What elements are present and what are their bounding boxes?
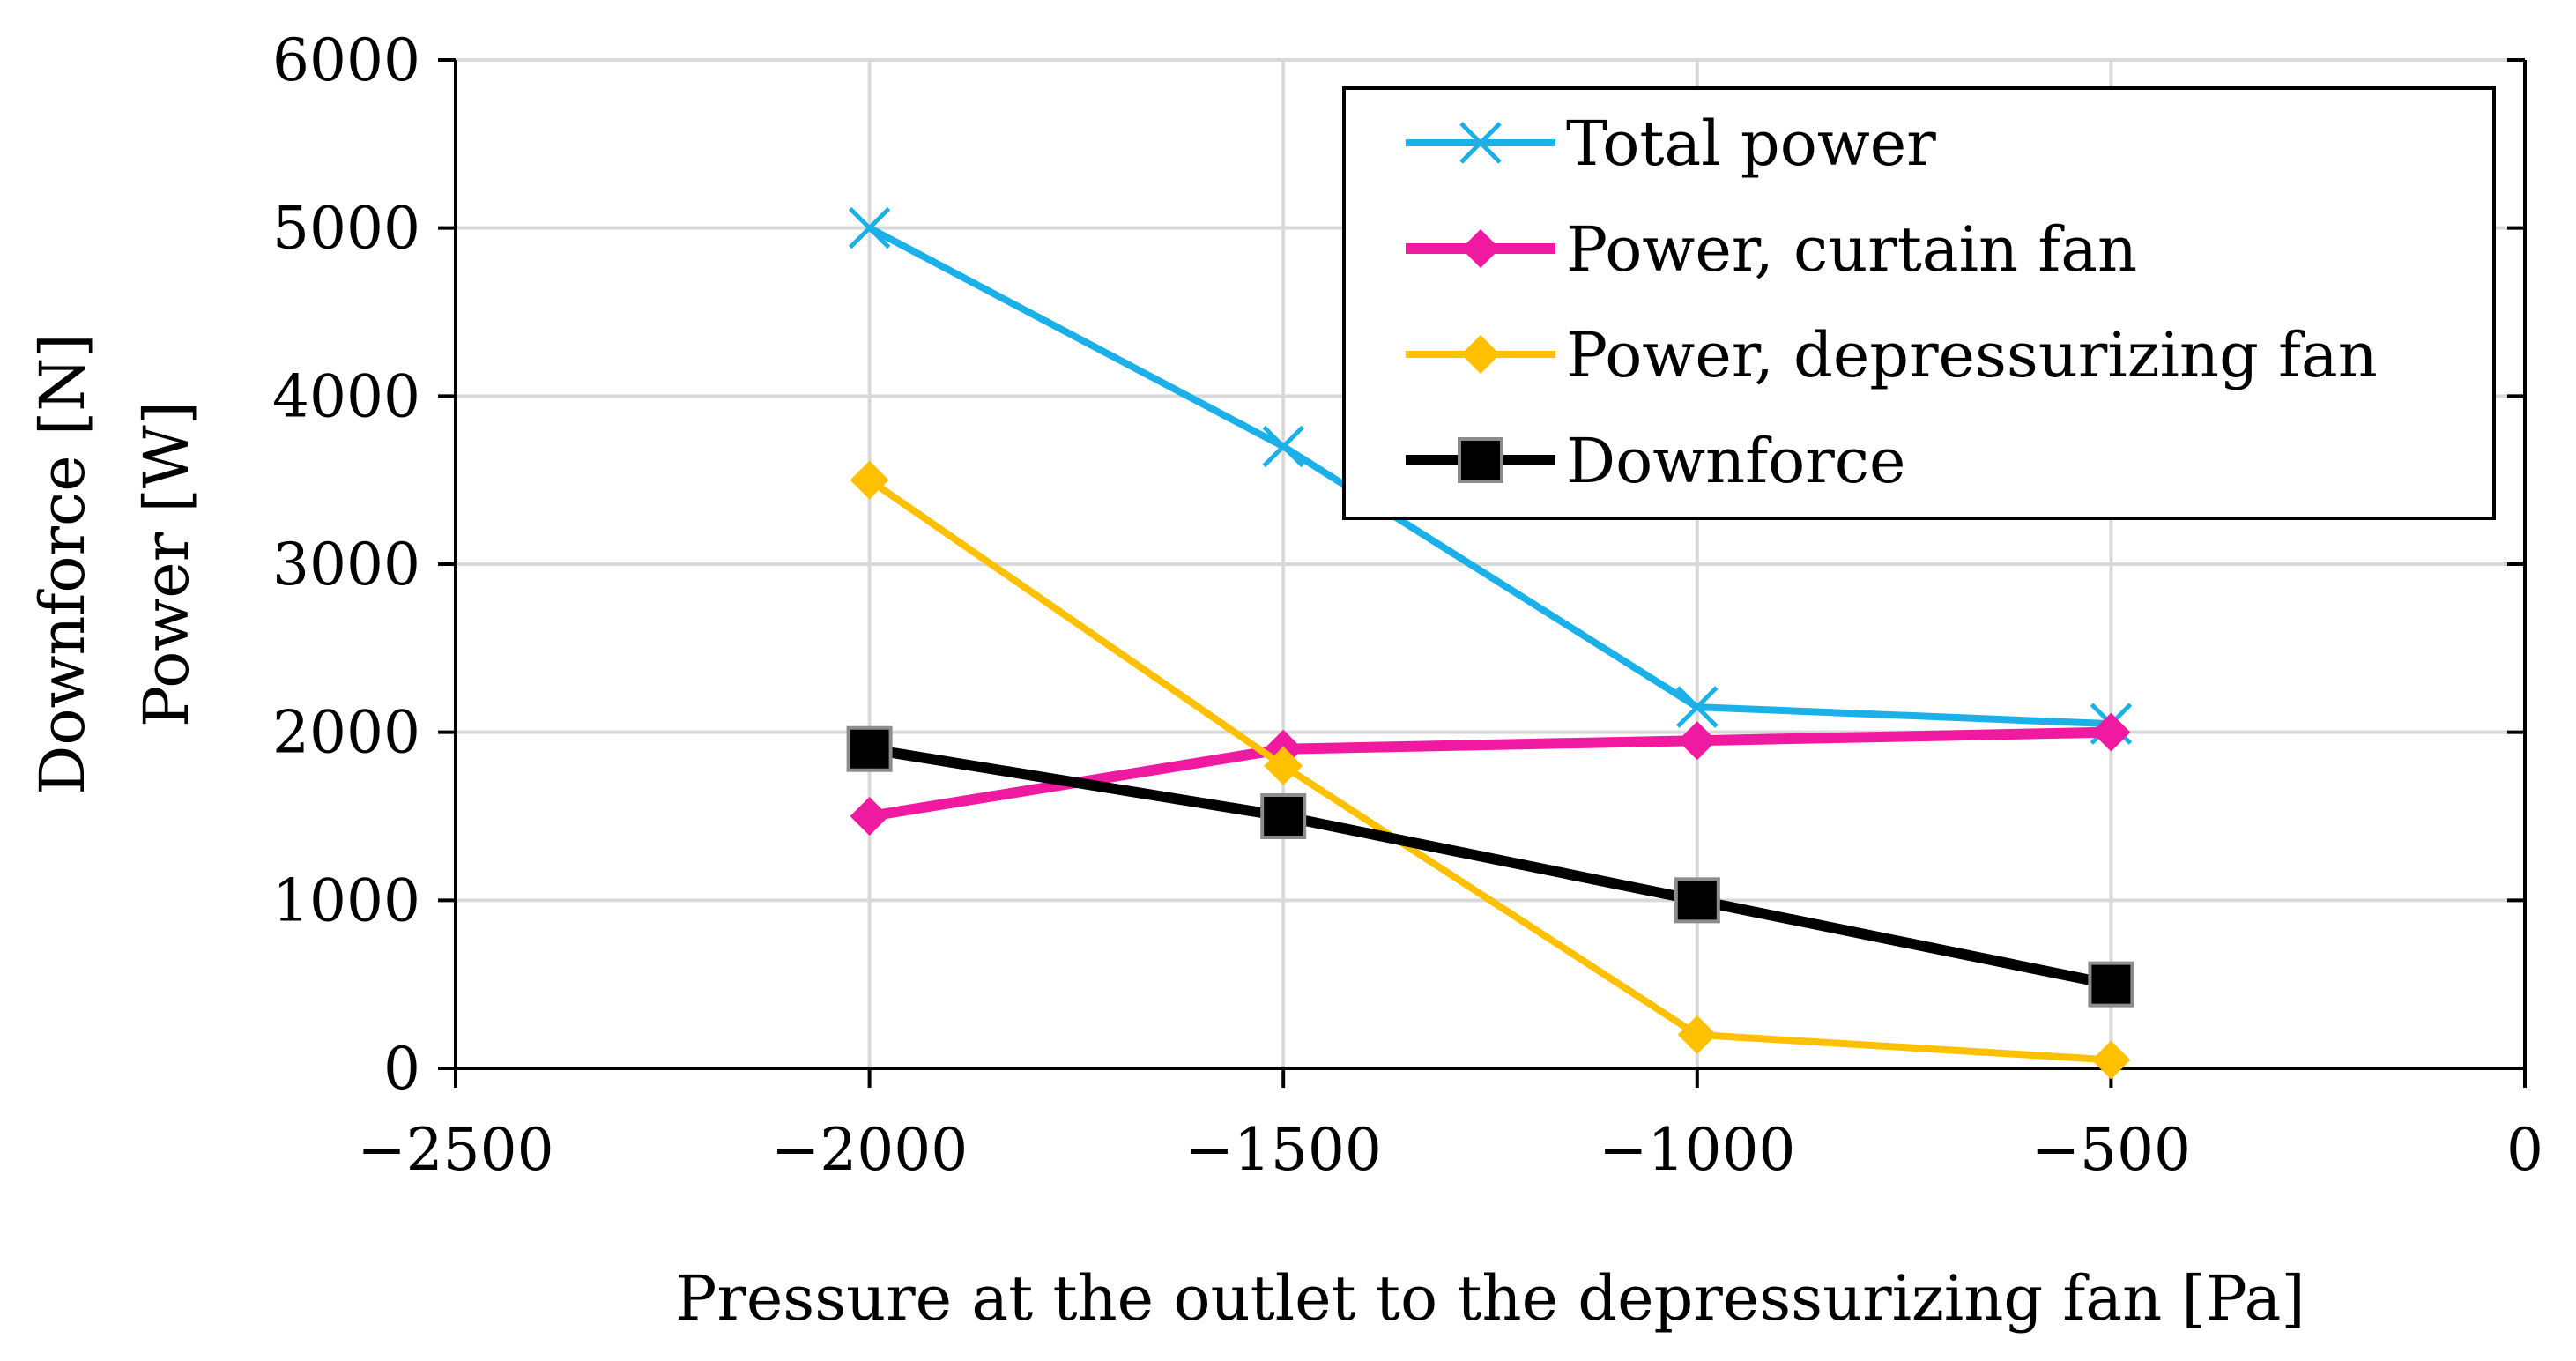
legend-label: Power, curtain fan	[1566, 213, 2137, 286]
square-marker	[1260, 793, 1307, 839]
legend-label: Downforce	[1566, 425, 1905, 497]
series-line	[868, 743, 2112, 990]
y-tick-label: 1000	[272, 866, 420, 934]
square-marker	[2088, 961, 2134, 1008]
legend-item: Total power	[1406, 108, 1936, 180]
x-marker	[1676, 686, 1719, 728]
legend: Total power Power, curtain fan Power, depr…	[1342, 86, 2496, 520]
x-tick-label: −2000	[771, 1116, 968, 1184]
legend-item: Downforce	[1406, 425, 1905, 497]
square-marker	[846, 725, 893, 772]
y-tick-label: 3000	[272, 531, 420, 599]
axis-titles: Pressure at the outlet to the depressuri…	[26, 333, 2305, 1335]
diamond-marker	[1461, 335, 1500, 374]
y-tick-label: 6000	[272, 26, 420, 94]
series-2	[850, 460, 2131, 1080]
x-tick-label: 0	[2506, 1116, 2543, 1184]
legend-item: Power, depressurizing fan	[1406, 319, 2378, 391]
legend-item: Power, curtain fan	[1406, 213, 2137, 286]
series-line	[867, 225, 2112, 728]
tick-labels: −2500 −2000 −1500 −1000 −500 0 0 1000 2000 3000 40…	[272, 26, 2543, 1184]
axes	[438, 58, 2527, 1088]
legend-box	[1342, 86, 2496, 520]
diamond-marker	[2091, 712, 2131, 752]
diamond-marker	[1677, 721, 1717, 761]
x-marker	[1459, 122, 1502, 164]
square-marker	[1674, 877, 1720, 924]
x-axis-title: Pressure at the outlet to the depressuri…	[675, 1262, 2305, 1335]
diamond-marker	[1264, 746, 1303, 785]
x-tick-label: −1000	[1599, 1116, 1795, 1184]
square-marker	[1458, 437, 1503, 483]
x-tick-label: −2500	[357, 1116, 553, 1184]
y-axis-title-power: Power [W]	[130, 401, 203, 727]
legend-label: Power, depressurizing fan	[1566, 319, 2378, 391]
series-lines	[846, 206, 2134, 1080]
series-3	[846, 725, 2134, 1008]
y-axis-title-downforce: Downforce [N]	[26, 333, 99, 795]
x-tick-label: −1500	[1185, 1116, 1382, 1184]
y-tick-label: 2000	[272, 699, 420, 767]
diamond-marker	[1461, 229, 1500, 268]
y-tick-label: 0	[383, 1035, 420, 1103]
diamond-marker	[2091, 1040, 2131, 1080]
diamond-marker	[850, 797, 889, 836]
y-tick-label: 4000	[272, 362, 420, 430]
x-marker	[1262, 425, 1304, 468]
y-tick-label: 5000	[272, 195, 420, 263]
series-line	[867, 477, 2112, 1064]
diamond-marker	[1677, 1015, 1717, 1054]
legend-label: Total power	[1566, 108, 1936, 180]
x-marker	[848, 206, 891, 249]
diamond-marker	[850, 460, 889, 500]
x-tick-label: −500	[2031, 1116, 2191, 1184]
